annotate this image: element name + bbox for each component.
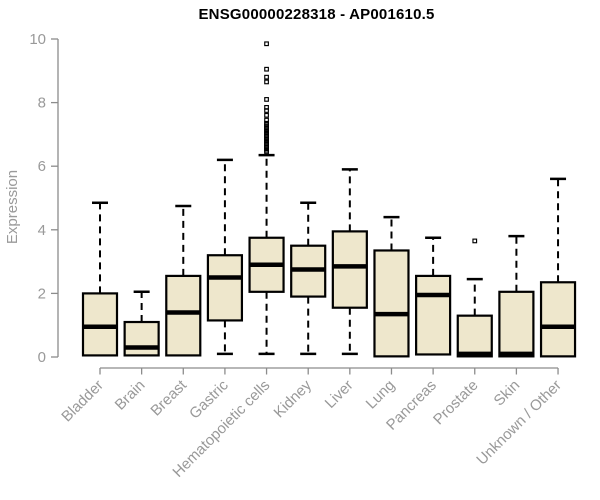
x-category-label: Kidney xyxy=(271,376,316,421)
outlier-point xyxy=(264,117,269,123)
boxplot-gastric xyxy=(206,158,244,356)
box xyxy=(415,274,452,356)
box xyxy=(373,249,410,358)
y-tick-label: 8 xyxy=(38,95,46,112)
y-tick-label: 4 xyxy=(38,222,46,239)
chart-title: ENSG00000228318 - AP001610.5 xyxy=(198,6,435,23)
boxplot-skin xyxy=(498,234,535,358)
box xyxy=(498,290,535,358)
boxplot-prostate xyxy=(456,238,493,358)
boxplot-bladder xyxy=(81,201,119,357)
box xyxy=(165,274,202,357)
x-category-label: Lung xyxy=(363,377,399,413)
y-tick-label: 6 xyxy=(38,158,46,175)
outlier-point xyxy=(264,97,269,102)
x-category-label: Prostate xyxy=(430,377,482,429)
boxplot-hematopoietic-cells xyxy=(248,41,285,356)
y-tick-label: 10 xyxy=(29,31,46,48)
y-tick-label: 0 xyxy=(38,349,46,366)
box xyxy=(206,254,244,322)
x-category-label: Skin xyxy=(491,377,524,410)
boxplot-unknown-other xyxy=(539,177,577,358)
box xyxy=(456,314,493,358)
box xyxy=(81,292,119,357)
box xyxy=(331,230,368,309)
x-category-label: Liver xyxy=(322,377,357,412)
outlier-point xyxy=(264,41,269,47)
boxplot-kidney xyxy=(290,201,327,356)
outlier-point xyxy=(264,66,269,72)
x-category-label: Bladder xyxy=(58,377,107,426)
boxplot-pancreas xyxy=(415,236,452,356)
boxplot-brain xyxy=(123,290,160,357)
x-category-label: Brain xyxy=(112,377,149,414)
x-category-label: Breast xyxy=(147,376,190,419)
outlier-point xyxy=(264,112,269,118)
y-tick-label: 2 xyxy=(38,285,46,302)
boxplot-lung xyxy=(373,215,410,358)
box xyxy=(539,281,577,358)
box xyxy=(123,320,160,357)
boxplot-liver xyxy=(331,168,368,356)
outlier-point xyxy=(472,238,478,244)
outlier-point xyxy=(264,104,269,110)
outlier-point xyxy=(264,79,269,85)
boxplot-breast xyxy=(165,204,202,357)
outlier-point xyxy=(264,74,269,80)
